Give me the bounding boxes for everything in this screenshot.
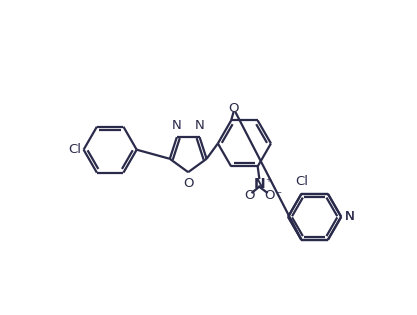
Text: N: N [344,210,354,223]
Text: Cl: Cl [68,143,81,156]
Text: O: O [183,177,193,190]
Text: O: O [229,102,239,115]
Text: $^-$: $^-$ [274,190,282,200]
Text: N: N [195,119,204,132]
Text: O: O [245,189,255,202]
Text: $^+$: $^+$ [264,177,273,187]
Text: N: N [344,210,354,223]
Text: Cl: Cl [295,175,308,188]
Text: O: O [264,189,274,202]
Text: N: N [254,177,265,191]
Text: N: N [172,119,182,132]
